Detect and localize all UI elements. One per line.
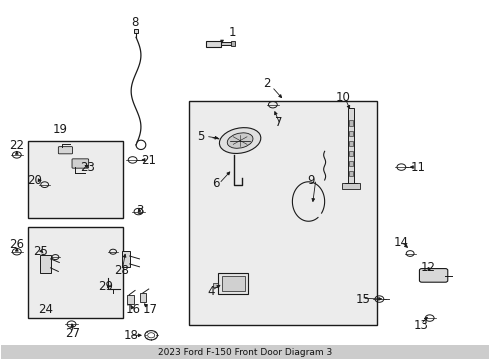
Bar (231, 41, 235, 46)
Bar (213, 283, 218, 287)
Bar (122, 251, 130, 267)
Text: 10: 10 (335, 91, 350, 104)
Bar (347, 108, 354, 184)
Bar (134, 29, 138, 33)
Bar (189, 101, 377, 325)
Bar (0, 345, 490, 359)
Text: 12: 12 (421, 261, 436, 274)
Bar (218, 273, 248, 294)
Text: 24: 24 (38, 303, 53, 316)
Ellipse shape (220, 128, 261, 153)
Bar (27, 140, 123, 218)
Text: 26: 26 (9, 238, 24, 251)
Text: 18: 18 (123, 329, 139, 342)
Text: 1: 1 (229, 27, 237, 40)
Text: 14: 14 (394, 236, 409, 249)
Bar (342, 183, 360, 189)
Bar (348, 171, 353, 176)
Text: 5: 5 (197, 130, 205, 144)
Text: 21: 21 (141, 154, 156, 167)
Text: 11: 11 (411, 161, 426, 174)
Text: 4: 4 (207, 285, 215, 298)
Text: 8: 8 (131, 16, 139, 29)
Text: 28: 28 (115, 264, 129, 277)
Text: 2: 2 (263, 77, 271, 90)
Bar (348, 161, 353, 166)
Bar (206, 41, 220, 47)
Bar (348, 131, 353, 136)
Text: 16: 16 (126, 303, 141, 316)
Bar (40, 255, 50, 273)
Text: 22: 22 (9, 139, 24, 152)
Text: 7: 7 (275, 116, 283, 129)
Text: 3: 3 (136, 204, 144, 217)
FancyBboxPatch shape (419, 269, 448, 282)
Text: 15: 15 (356, 293, 370, 306)
Bar (348, 121, 353, 126)
Text: 17: 17 (142, 303, 157, 316)
Text: 27: 27 (66, 327, 80, 340)
Bar (220, 42, 233, 45)
Text: 20: 20 (27, 174, 42, 186)
Text: 25: 25 (33, 245, 48, 258)
Bar (348, 140, 353, 146)
Text: 13: 13 (414, 319, 428, 332)
Ellipse shape (227, 133, 253, 148)
FancyBboxPatch shape (72, 159, 89, 168)
FancyBboxPatch shape (58, 147, 73, 154)
Bar (127, 295, 134, 304)
Bar (27, 226, 123, 318)
Text: 19: 19 (53, 123, 68, 136)
Bar (140, 293, 146, 302)
Text: 23: 23 (80, 161, 95, 174)
Text: 6: 6 (212, 177, 220, 190)
Text: 2023 Ford F-150 Front Door Diagram 3: 2023 Ford F-150 Front Door Diagram 3 (158, 348, 332, 357)
Bar (348, 150, 353, 156)
Bar (222, 276, 245, 291)
Text: 9: 9 (307, 174, 315, 186)
Text: 29: 29 (98, 280, 113, 293)
